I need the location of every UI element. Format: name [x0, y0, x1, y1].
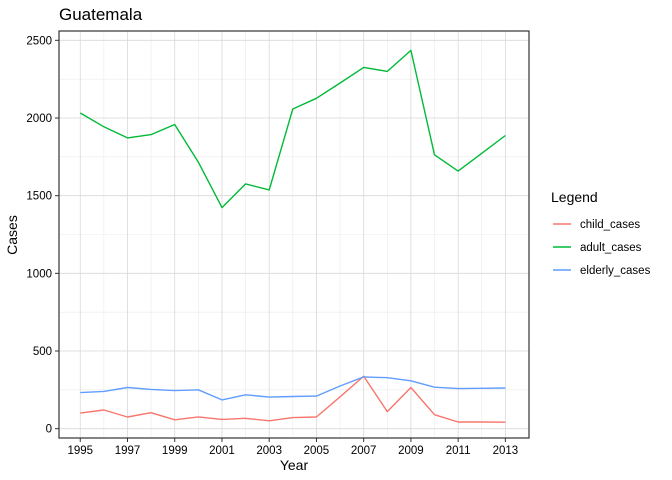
series-line-elderly_cases — [80, 376, 506, 401]
legend-label-elderly_cases: elderly_cases — [580, 265, 651, 277]
plot-area — [58, 30, 530, 439]
x-tick-label: 2009 — [398, 445, 424, 457]
chart-title: Guatemala — [59, 5, 143, 24]
x-tick-label: 2005 — [304, 445, 330, 457]
x-tick-label: 2011 — [446, 445, 471, 457]
y-tick-label: 2000 — [26, 113, 52, 125]
x-tick-label: 2013 — [493, 445, 519, 457]
y-tick-label: 500 — [33, 346, 52, 358]
series-line-adult_cases — [79, 49, 506, 209]
legend-label-child_cases: child_cases — [580, 219, 640, 231]
series-line-child_cases — [80, 375, 506, 423]
x-axis: 1995 1997 1999 2001 2003 2005 2007 2009 2011 2013 — [67, 438, 518, 457]
y-tick-label: 1500 — [26, 191, 52, 203]
y-tick-label: 1000 — [26, 268, 52, 280]
y-axis-label: Cases — [4, 215, 20, 255]
x-tick-label: 2007 — [351, 445, 377, 457]
x-tick-label: 1995 — [67, 445, 93, 457]
series-lines — [79, 49, 506, 423]
x-tick-label: 1997 — [115, 445, 141, 457]
x-tick-label: 1999 — [162, 445, 188, 457]
legend-label-adult_cases: adult_cases — [580, 242, 642, 254]
x-tick-label: 2003 — [256, 445, 282, 457]
y-tick-label: 2500 — [26, 35, 52, 47]
legend: Legend child_cases adult_cases elderly_cas… — [551, 189, 651, 277]
major-gridlines — [59, 31, 529, 438]
x-tick-label: 2001 — [209, 445, 235, 457]
legend-items: child_cases adult_cases elderly_cases — [553, 219, 651, 277]
x-axis-label: Year — [280, 457, 309, 473]
minor-gridlines — [59, 31, 529, 438]
y-axis: 0 500 1000 1500 2000 2500 — [26, 35, 59, 436]
legend-title: Legend — [551, 189, 598, 205]
plot-border — [58, 30, 530, 439]
y-tick-label: 0 — [46, 424, 52, 436]
